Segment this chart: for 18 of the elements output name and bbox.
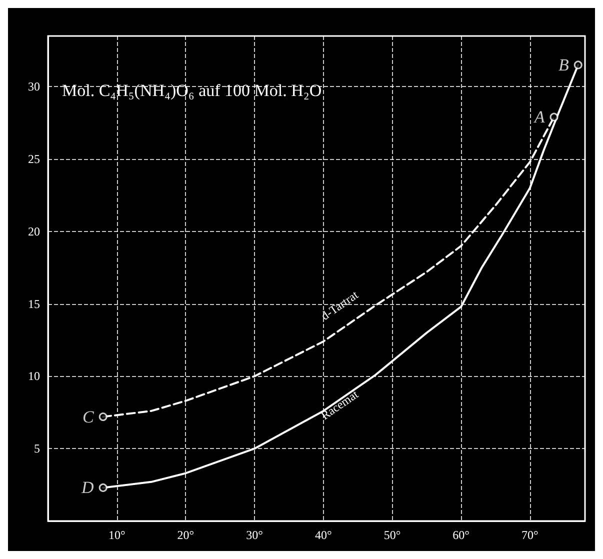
y-tick-label: 30 xyxy=(28,80,40,94)
annotation: D xyxy=(80,478,95,498)
x-tick-label: 30° xyxy=(246,528,264,542)
x-tick-label: 40° xyxy=(314,528,332,542)
x-tick-label: 60° xyxy=(452,528,470,542)
y-tick-label: 10 xyxy=(28,369,40,384)
y-tick-label: 25 xyxy=(28,152,40,166)
text: Mol. C₄H₅(NH₄)O₆ auf 100 Mol. H₂O xyxy=(62,81,322,100)
x-tick-label: 20° xyxy=(177,528,194,542)
y-tick-label: 15 xyxy=(28,296,40,311)
x-tick-label: 10° xyxy=(108,528,126,542)
annotation: B xyxy=(558,55,570,74)
x-tick-label: 70° xyxy=(522,528,539,542)
y-tick-label: 5 xyxy=(34,442,40,456)
annotation: C xyxy=(82,407,94,426)
y-tick-label: 20 xyxy=(28,224,40,238)
annotation: A xyxy=(533,108,546,127)
x-tick-label: 50° xyxy=(384,528,401,542)
